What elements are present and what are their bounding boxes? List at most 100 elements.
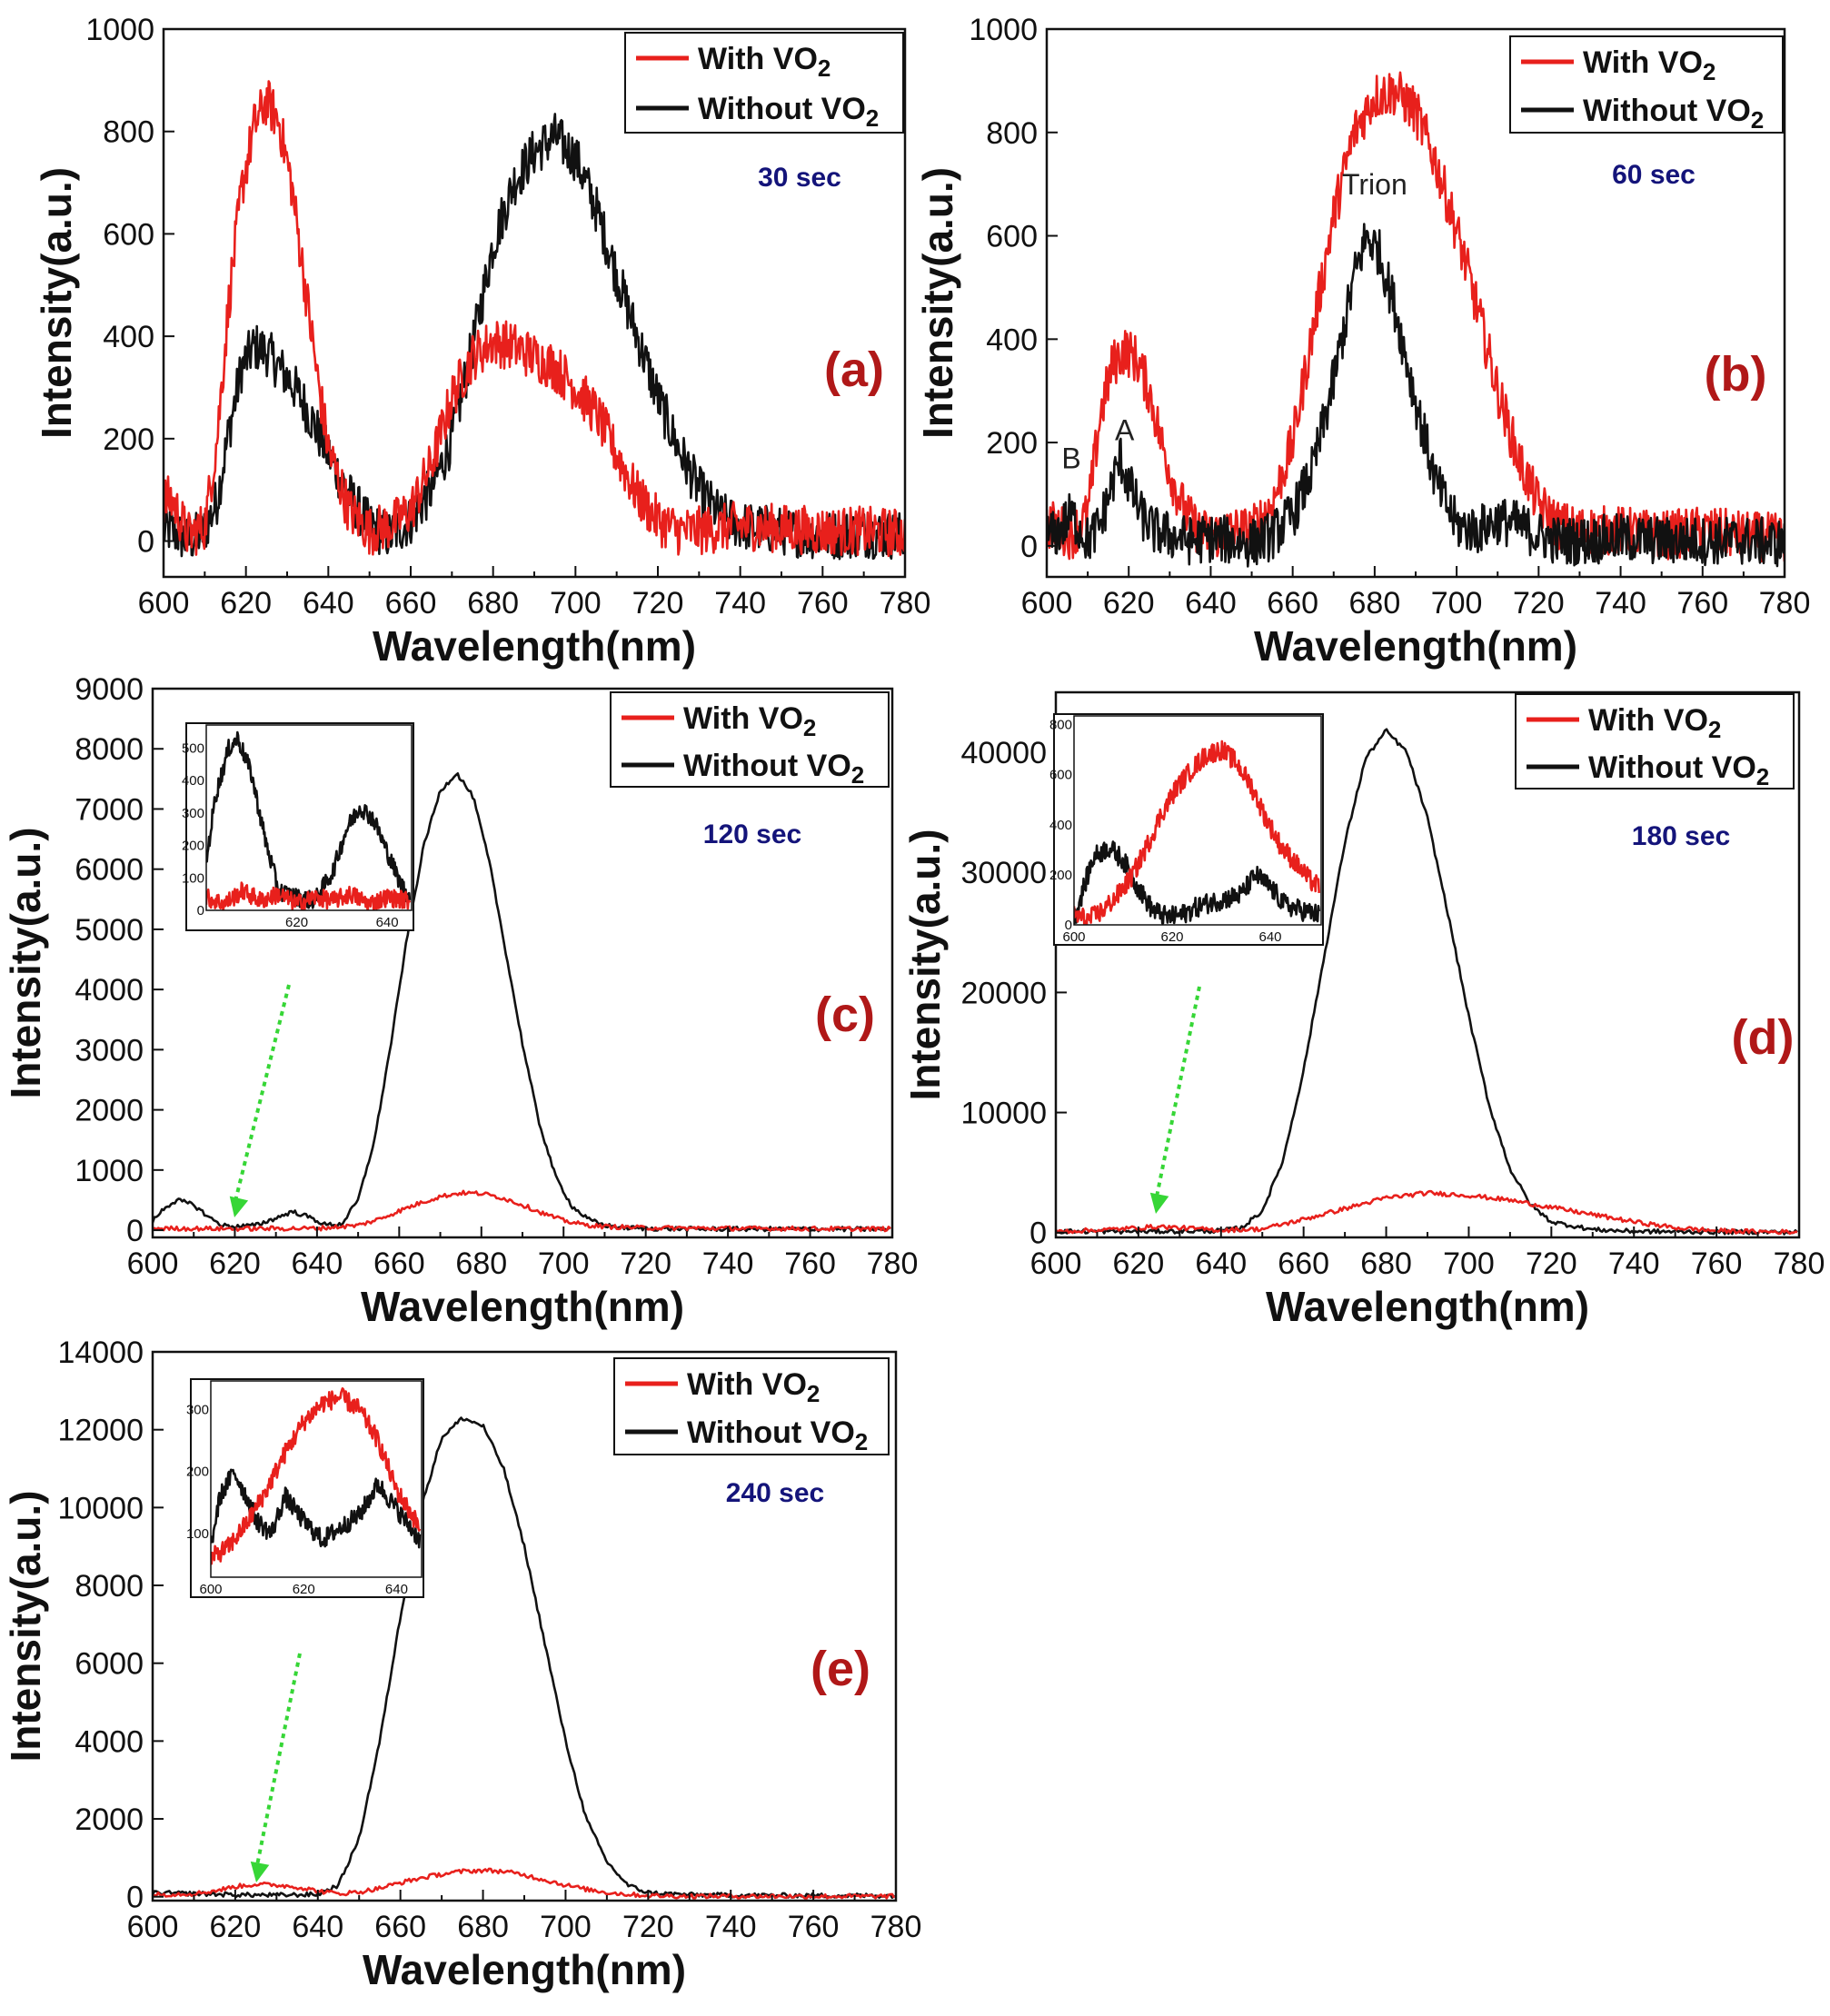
y-tick-label: 0 [1029, 1217, 1047, 1251]
legend-box [1509, 35, 1784, 134]
x-tick-label: 640 [1195, 1246, 1247, 1281]
y-axis-title: Intensity(a.u.) [33, 167, 80, 439]
inset-x-tick-label: 620 [285, 915, 308, 930]
legend-box [624, 32, 904, 134]
inset-x-tick-label: 600 [1062, 929, 1085, 945]
legend: With VO2 Without VO2 [624, 32, 904, 134]
inset-frame [210, 1380, 423, 1578]
panel-label: (a) [824, 343, 884, 397]
x-tick-label: 640 [1185, 586, 1237, 621]
x-tick-label: 660 [1267, 586, 1318, 621]
x-tick-label: 780 [880, 586, 931, 621]
series-line-with-vo2 [164, 80, 905, 558]
legend-label-with-vo2: With VO2 [698, 42, 830, 82]
inset-line-with-vo2 [206, 881, 412, 910]
y-tick-label: 800 [986, 116, 1038, 151]
x-tick-label: 700 [538, 1246, 590, 1281]
y-tick-label: 4000 [75, 973, 144, 1008]
y-tick-label: 8000 [75, 732, 144, 767]
y-tick-label: 400 [986, 323, 1038, 357]
inset-y-tick-label: 100 [186, 1526, 209, 1542]
inset-frame [1073, 715, 1322, 926]
x-tick-label: 600 [1030, 1246, 1082, 1281]
inset: 600 620 640 0 200 400 600 800 [1049, 713, 1324, 946]
x-tick-label: 780 [867, 1246, 919, 1281]
x-tick-label: 720 [632, 586, 684, 621]
legend-box [610, 691, 890, 788]
chart-panel-e: 600 620 640 660 680 700 720 740 760 780 0 2000 4000 6… [2, 1336, 921, 1993]
x-tick-label: 780 [1774, 1246, 1825, 1281]
x-tick-label: 780 [1759, 586, 1811, 621]
x-axis-title: Wavelength(nm) [1254, 622, 1577, 670]
x-tick-label: 740 [714, 586, 766, 621]
inset-y-tick-label: 300 [186, 1402, 209, 1417]
x-tick-label: 740 [1595, 586, 1646, 621]
x-tick-label: 600 [127, 1910, 179, 1944]
legend-label-without-vo2: Without VO2 [1588, 750, 1769, 790]
y-axis-title: Intensity(a.u.) [2, 1490, 49, 1762]
x-tick-label: 660 [1278, 1246, 1329, 1281]
x-tick-label: 680 [455, 1246, 507, 1281]
legend-label-with-vo2: With VO2 [687, 1367, 820, 1407]
panel-label: (b) [1705, 347, 1767, 402]
series-line-without-vo2 [1047, 223, 1785, 568]
x-tick-label: 680 [467, 586, 519, 621]
y-tick-label: 20000 [960, 976, 1047, 1010]
x-axis-title: Wavelength(nm) [373, 622, 696, 670]
inset-line-with-vo2 [211, 1387, 422, 1565]
y-tick-label: 12000 [57, 1414, 144, 1448]
inset-x-tick-label: 640 [376, 915, 399, 930]
x-tick-label: 720 [622, 1910, 674, 1944]
inset-y-tick-label: 200 [186, 1465, 209, 1480]
inset-frame [205, 724, 413, 911]
panel-label: (d) [1732, 1010, 1795, 1065]
y-tick-label: 10000 [57, 1491, 144, 1525]
pointer-arrow-head [1149, 1192, 1169, 1214]
pointer-arrow-head [229, 1196, 249, 1217]
x-tick-label: 680 [1360, 1246, 1412, 1281]
x-tick-label: 640 [292, 1910, 343, 1944]
x-tick-label: 680 [1349, 586, 1401, 621]
y-tick-label: 30000 [960, 856, 1047, 890]
inset: 620 640 0 100 200 300 400 500 [182, 722, 414, 931]
y-tick-label: 600 [103, 217, 154, 252]
x-tick-label: 760 [1691, 1246, 1743, 1281]
inset-y-tick-label: 800 [1049, 718, 1072, 733]
y-axis-title: Intensity(a.u.) [901, 829, 949, 1100]
y-tick-label: 4000 [75, 1724, 144, 1759]
y-tick-label: 1000 [75, 1154, 144, 1188]
legend: With VO2 Without VO2 [613, 1357, 890, 1455]
pointer-arrow-head [250, 1861, 270, 1882]
inset-line-with-vo2 [1074, 740, 1320, 925]
inset-y-tick-label: 200 [1049, 868, 1072, 883]
y-tick-label: 0 [126, 1881, 144, 1915]
series-line-with-vo2 [153, 1867, 896, 1900]
x-tick-label: 700 [1431, 586, 1483, 621]
annotation-trion: Trion [1342, 168, 1407, 201]
series-line-with-vo2 [153, 1189, 891, 1233]
x-tick-label: 600 [138, 586, 190, 621]
x-tick-label: 680 [457, 1910, 509, 1944]
legend-box [1515, 693, 1795, 790]
x-tick-label: 640 [292, 1246, 343, 1281]
time-label: 240 sec [726, 1478, 824, 1508]
y-tick-label: 8000 [75, 1569, 144, 1604]
time-label: 60 sec [1612, 160, 1696, 190]
inset-x-tick-label: 620 [1160, 929, 1183, 945]
x-tick-label: 720 [1526, 1246, 1577, 1281]
x-tick-label: 600 [1021, 586, 1073, 621]
time-label: 180 sec [1632, 821, 1730, 851]
inset-y-tick-label: 0 [1065, 918, 1072, 933]
series-group [153, 1416, 896, 1900]
legend-box [613, 1357, 890, 1455]
legend: With VO2 Without VO2 [610, 691, 890, 789]
y-tick-label: 0 [137, 525, 154, 560]
inset-x-tick-label: 600 [199, 1582, 222, 1597]
series-group [1047, 71, 1785, 568]
x-axis-title: Wavelength(nm) [361, 1283, 684, 1330]
y-tick-label: 0 [1020, 530, 1038, 564]
pointer-arrow-line [233, 984, 291, 1206]
y-tick-label: 3000 [75, 1033, 144, 1068]
y-tick-label: 200 [986, 426, 1038, 461]
inset-y-tick-label: 400 [182, 773, 204, 789]
